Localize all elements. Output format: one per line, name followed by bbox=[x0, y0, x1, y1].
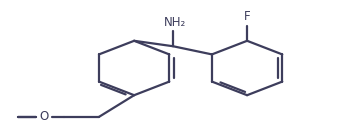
Text: O: O bbox=[40, 110, 49, 123]
Text: F: F bbox=[244, 10, 250, 23]
Text: NH₂: NH₂ bbox=[164, 16, 186, 29]
